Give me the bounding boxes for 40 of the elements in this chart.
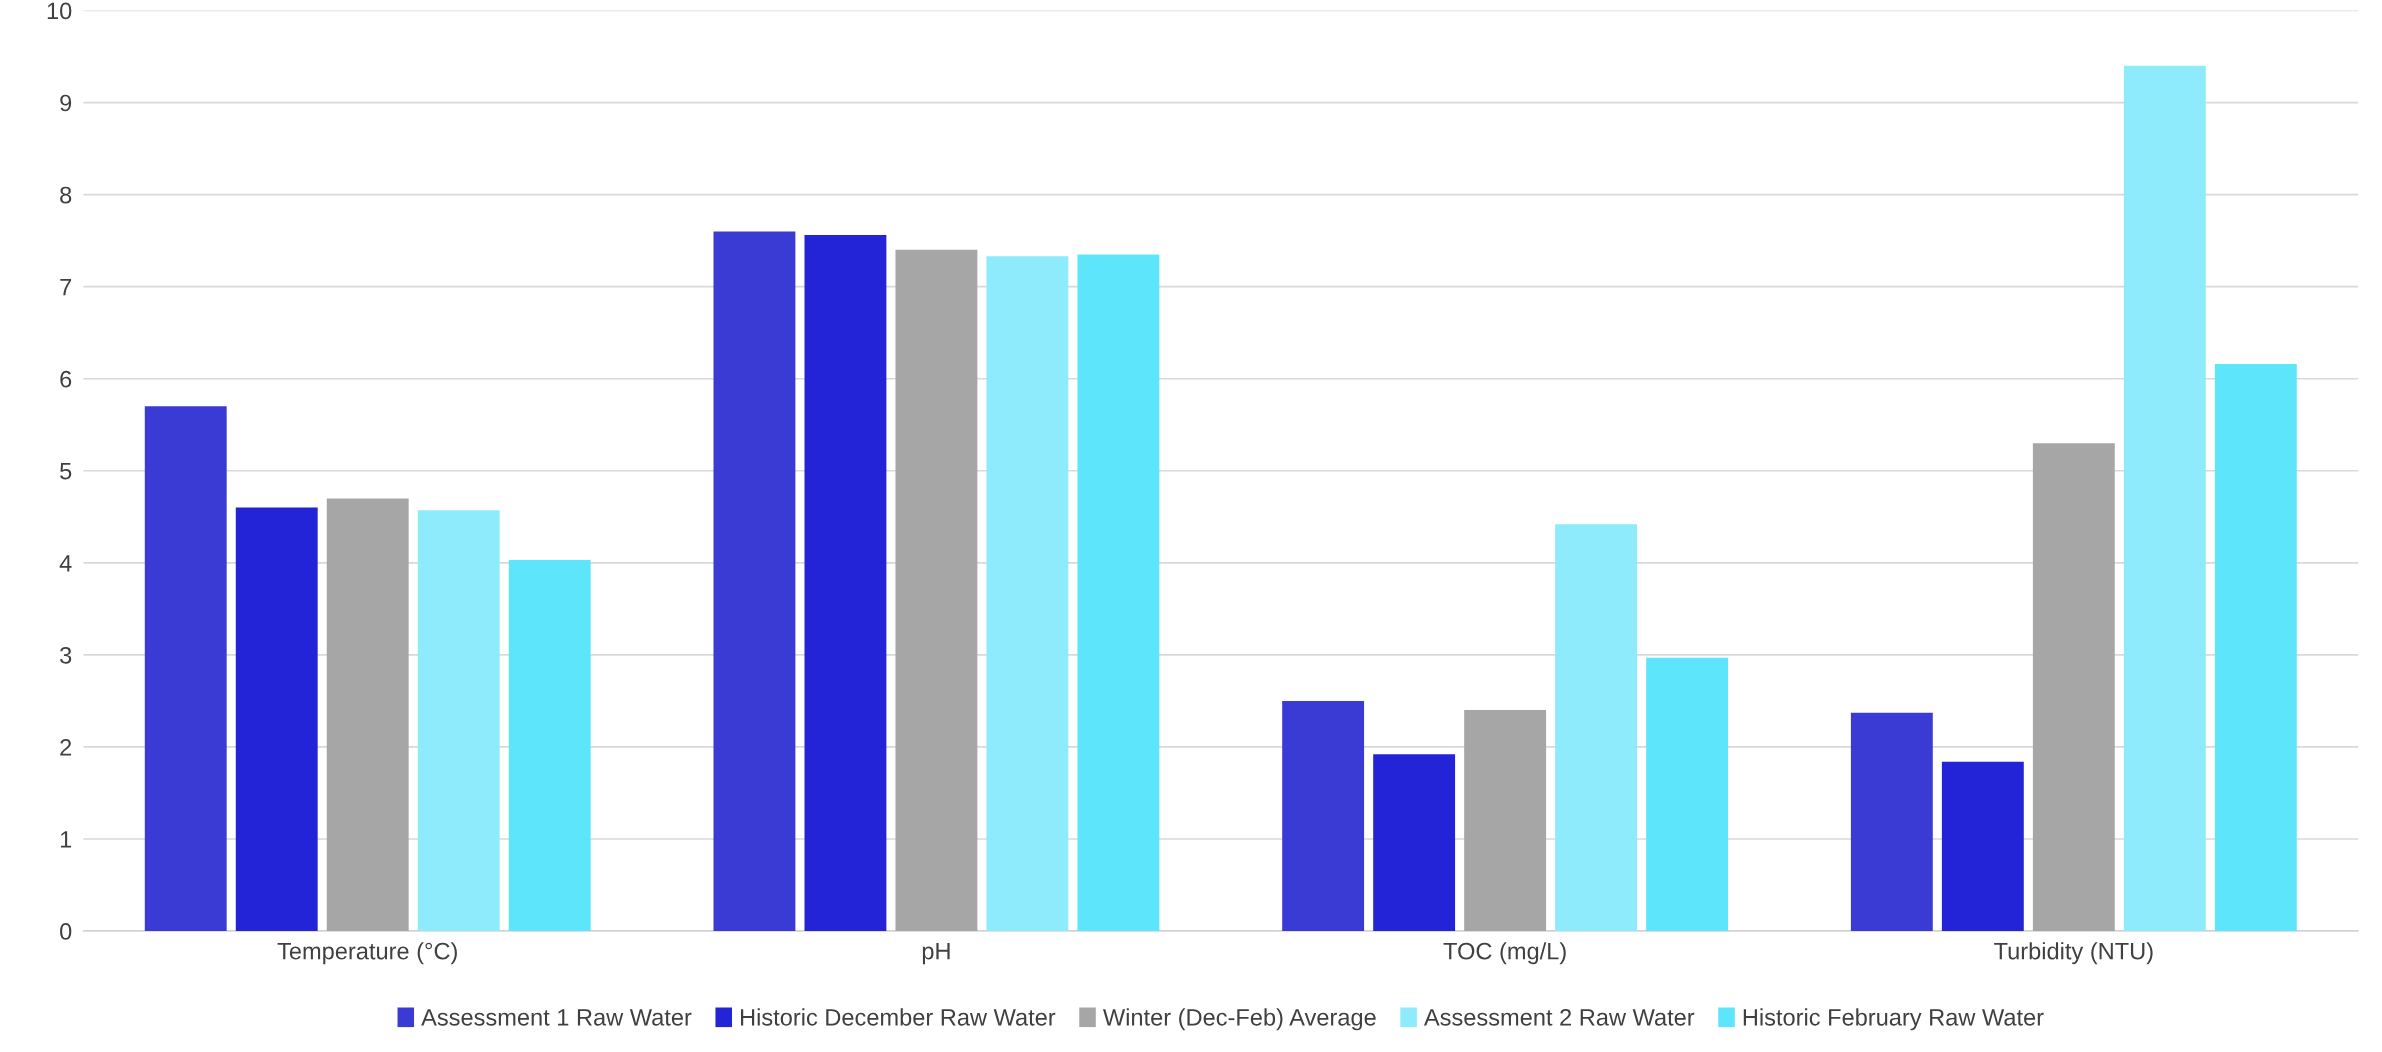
bar xyxy=(1555,524,1638,932)
bar xyxy=(417,510,500,932)
legend-label: Winter (Dec-Feb) Average xyxy=(1103,1008,1376,1031)
x-tick-label: Temperature (°C) xyxy=(277,942,457,965)
y-tick-label: 5 xyxy=(60,463,72,480)
bar xyxy=(235,507,318,932)
bar xyxy=(1077,254,1160,932)
bar xyxy=(326,498,409,932)
y-tick-label: 3 xyxy=(60,646,72,664)
y-tick-label: 7 xyxy=(60,278,72,296)
bar xyxy=(508,560,591,932)
bar xyxy=(1941,761,2024,932)
bar xyxy=(986,256,1069,932)
bar xyxy=(1282,700,1365,932)
y-tick-label: 4 xyxy=(59,555,72,572)
bar xyxy=(1646,657,1729,932)
legend-label: Historic December Raw Water xyxy=(741,1008,1056,1026)
y-tick-label: 1 xyxy=(60,831,72,848)
bar xyxy=(2214,363,2297,932)
legend-label: Assessment 2 Raw Water xyxy=(1423,1008,1695,1026)
bar xyxy=(2032,443,2115,932)
bar xyxy=(1850,712,1933,932)
x-tick-label: TOC (mg/L) xyxy=(1443,942,1566,965)
bar xyxy=(2123,65,2206,932)
bar xyxy=(144,406,227,932)
y-tick-label: 2 xyxy=(60,738,72,756)
x-tick-label: pH xyxy=(922,943,950,965)
x-tick-label: Turbidity (NTU) xyxy=(1994,942,2153,965)
bar xyxy=(1373,754,1456,932)
y-tick-label: 0 xyxy=(60,923,72,940)
bar xyxy=(1464,710,1547,932)
legend-label: Assessment 1 Raw Water xyxy=(421,1009,692,1026)
y-tick-label: 9 xyxy=(60,94,72,112)
bar xyxy=(895,249,978,932)
y-tick-label: 10 xyxy=(47,2,72,20)
bar xyxy=(804,235,887,932)
y-tick-label: 8 xyxy=(60,186,72,204)
bar xyxy=(713,231,796,932)
y-tick-label: 6 xyxy=(60,370,72,388)
legend-label: Historic February Raw Water xyxy=(1743,1008,2044,1031)
